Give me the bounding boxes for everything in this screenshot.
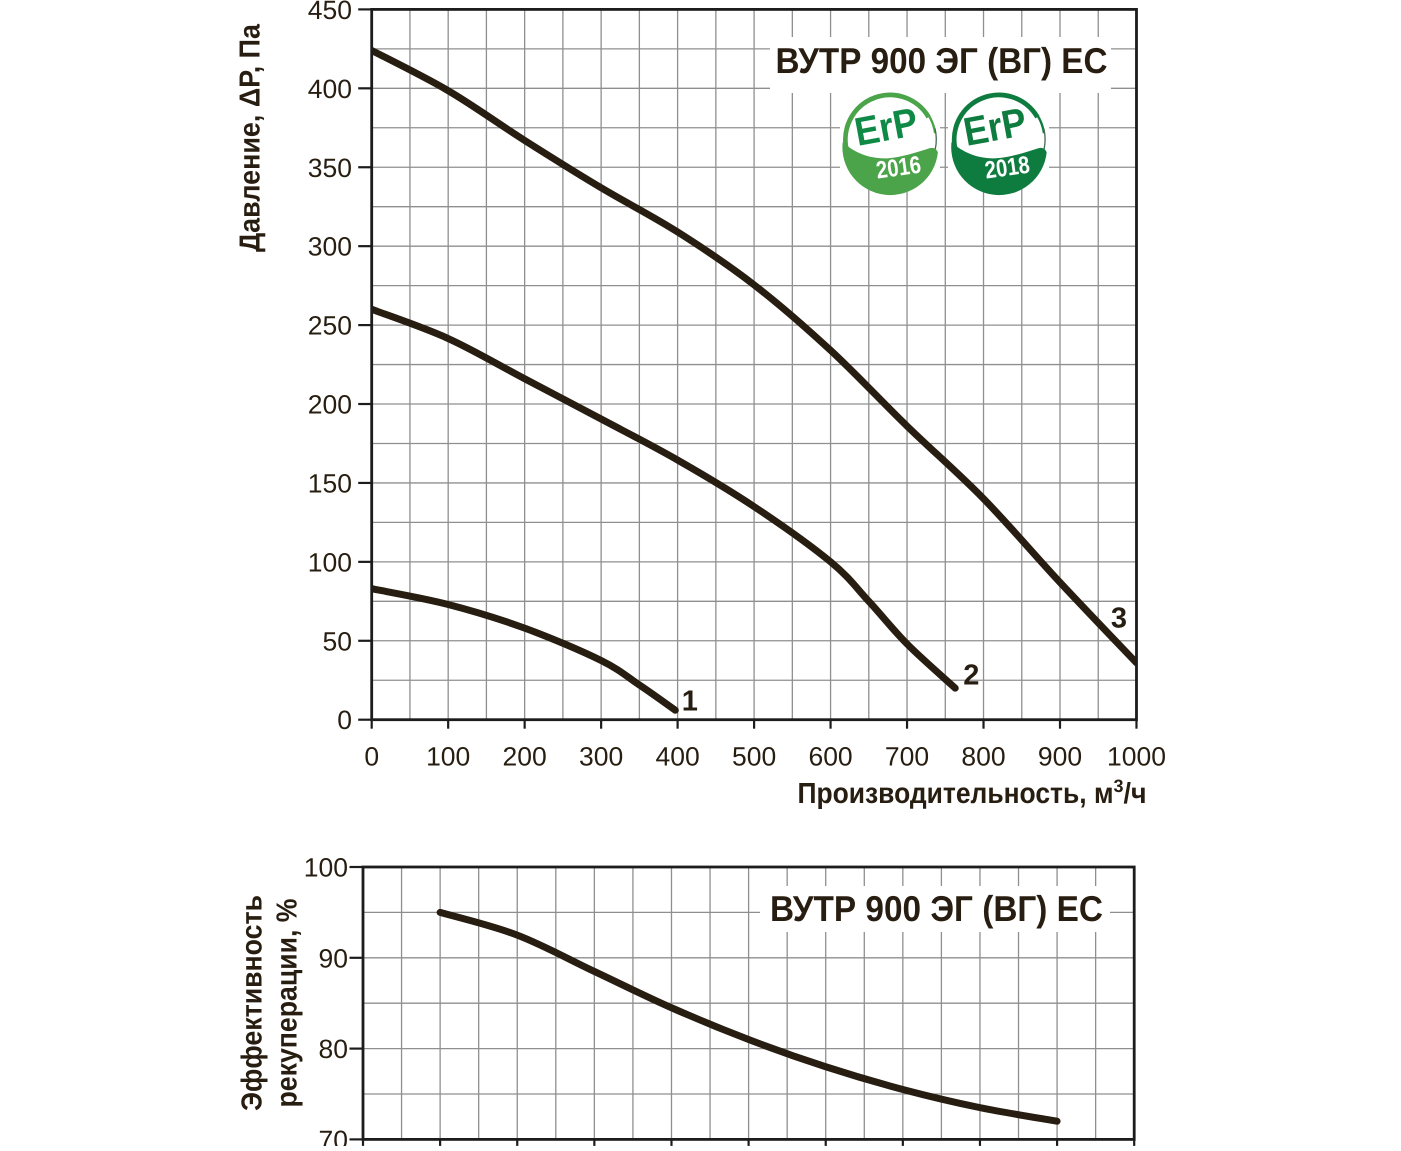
curve-3 xyxy=(371,46,1137,667)
chart-title: ВУТР 900 ЭГ (ВГ) ЕС xyxy=(776,40,1108,81)
y-tick-label: 150 xyxy=(308,468,352,498)
gridlines xyxy=(371,9,1137,720)
y-tick-label: 400 xyxy=(308,74,352,104)
x-axis-label-sup: 3 xyxy=(1114,776,1124,796)
curve-paths xyxy=(371,46,1137,714)
badge-year-text: 2016 xyxy=(874,152,922,185)
title-mask xyxy=(770,37,1111,93)
curve-1 xyxy=(371,585,679,714)
x-tick-label: 700 xyxy=(885,742,929,772)
badge-year-text: 2018 xyxy=(983,152,1031,185)
curve-efficiency xyxy=(436,908,1061,1125)
y-tick-label: 200 xyxy=(308,390,352,420)
chart-title: ВУТР 900 ЭГ (ВГ) ЕС xyxy=(770,888,1103,929)
curve-number-label: 1 xyxy=(682,685,698,717)
curve-number-label: 3 xyxy=(1111,603,1127,635)
y-tick-label: 250 xyxy=(308,311,352,341)
y-axis-label: Давление, ΔP, Па xyxy=(234,23,266,252)
y-tick-label: 70 xyxy=(319,1125,348,1146)
x-tick-label: 100 xyxy=(426,742,470,772)
x-tick-label: 400 xyxy=(656,742,700,772)
y-axis-label-line: рекуперации, % xyxy=(271,898,303,1107)
curves: 1 2 3 xyxy=(371,46,1137,717)
badge-leaf xyxy=(842,142,938,196)
x-tick-label: 0 xyxy=(364,742,379,772)
x-axis-label-base: Производительность, м xyxy=(798,778,1114,810)
badge-leaf xyxy=(951,142,1047,196)
curve-paths xyxy=(436,908,1061,1125)
badge-ring-arc xyxy=(843,92,931,158)
badge-ring-arc xyxy=(951,92,1040,158)
y-tick-label: 0 xyxy=(337,705,352,735)
x-tick-label: 300 xyxy=(579,742,623,772)
x-tick-label: 600 xyxy=(808,742,852,772)
y-tick-label: 90 xyxy=(319,943,348,973)
axis-ticks xyxy=(358,8,1138,729)
x-axis-label-tail: /ч xyxy=(1124,778,1147,810)
y-tick-label: 50 xyxy=(323,626,352,656)
badge-ring-taper xyxy=(1036,114,1046,134)
plot-frame xyxy=(370,8,1138,722)
plot-border xyxy=(370,8,1138,722)
x-tick-label: 1000 xyxy=(1107,742,1166,772)
y-tick-label: 350 xyxy=(308,153,352,183)
curve-2 xyxy=(371,305,959,692)
title-mask xyxy=(760,886,1110,932)
badge-ring-taper xyxy=(927,114,937,134)
axis-text: 100 90 80 70 ВУТР 900 ЭГ (ВГ) ЕС Эффективност… xyxy=(236,853,1103,1151)
y-tick-label: 300 xyxy=(308,232,352,262)
x-axis-label: Производительность, м3/ч xyxy=(798,776,1147,810)
x-tick-label: 500 xyxy=(732,742,776,772)
y-tick-label: 100 xyxy=(304,853,348,883)
x-tick-label: 200 xyxy=(503,742,547,772)
curve-number-label: 2 xyxy=(963,659,979,691)
x-tick-label: 900 xyxy=(1038,742,1082,772)
y-tick-label: 80 xyxy=(319,1034,348,1064)
y-axis-label-line: Эффективность xyxy=(236,895,268,1111)
y-tick-label: 100 xyxy=(308,547,352,577)
x-tick-label: 800 xyxy=(961,742,1005,772)
recovery-efficiency-chart: 100 90 80 70 ВУТР 900 ЭГ (ВГ) ЕС Эффективност… xyxy=(236,853,1136,1151)
axis-ticks xyxy=(349,865,1136,1146)
curves xyxy=(436,908,1061,1125)
y-tick-label: 450 xyxy=(308,0,352,25)
label-masks xyxy=(760,886,1110,932)
